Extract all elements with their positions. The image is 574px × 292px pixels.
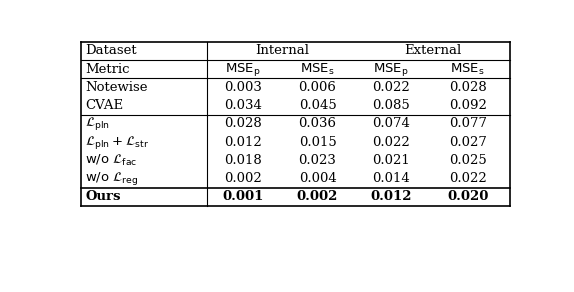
Text: 0.014: 0.014 [372,172,410,185]
Text: $\mathrm{MSE}_\mathrm{s}$: $\mathrm{MSE}_\mathrm{s}$ [300,62,335,77]
Text: 0.006: 0.006 [298,81,336,94]
Text: 0.015: 0.015 [298,135,336,149]
Text: 0.034: 0.034 [224,99,262,112]
Text: 0.074: 0.074 [372,117,410,130]
Text: 0.020: 0.020 [447,190,488,203]
Text: $\mathrm{MSE}_\mathrm{p}$: $\mathrm{MSE}_\mathrm{p}$ [225,61,261,78]
Text: Ours: Ours [85,190,121,203]
Text: 0.036: 0.036 [298,117,336,130]
Text: 0.001: 0.001 [222,190,263,203]
Text: 0.085: 0.085 [372,99,410,112]
Text: 0.004: 0.004 [298,172,336,185]
Text: 0.022: 0.022 [372,81,410,94]
Text: 0.012: 0.012 [370,190,412,203]
Text: 0.023: 0.023 [298,154,336,167]
Text: Notewise: Notewise [85,81,148,94]
Text: CVAE: CVAE [85,99,123,112]
Text: 0.028: 0.028 [449,81,487,94]
Text: 0.045: 0.045 [298,99,336,112]
Text: 0.027: 0.027 [449,135,487,149]
Text: 0.092: 0.092 [449,99,487,112]
Text: $\mathcal{L}_\mathrm{pln}$: $\mathcal{L}_\mathrm{pln}$ [85,115,110,132]
Text: External: External [405,44,462,58]
Text: w/o $\mathcal{L}_\mathrm{fac}$: w/o $\mathcal{L}_\mathrm{fac}$ [85,153,137,168]
Text: w/o $\mathcal{L}_\mathrm{reg}$: w/o $\mathcal{L}_\mathrm{reg}$ [85,170,138,187]
Text: 0.002: 0.002 [224,172,262,185]
Text: 0.022: 0.022 [372,135,410,149]
Text: Metric: Metric [85,63,130,76]
Text: $\mathcal{L}_\mathrm{pln} + \mathcal{L}_\mathrm{str}$: $\mathcal{L}_\mathrm{pln} + \mathcal{L}_… [85,133,149,151]
Text: 0.022: 0.022 [449,172,487,185]
Text: Internal: Internal [255,44,309,58]
Text: Dataset: Dataset [85,44,137,58]
Text: 0.003: 0.003 [224,81,262,94]
Text: 0.077: 0.077 [449,117,487,130]
Text: 0.028: 0.028 [224,117,262,130]
Text: 0.002: 0.002 [297,190,338,203]
Text: 0.025: 0.025 [449,154,487,167]
Text: $\mathrm{MSE}_\mathrm{s}$: $\mathrm{MSE}_\mathrm{s}$ [451,62,485,77]
Text: 0.018: 0.018 [224,154,262,167]
Text: 0.021: 0.021 [372,154,410,167]
Text: $\mathrm{MSE}_\mathrm{p}$: $\mathrm{MSE}_\mathrm{p}$ [373,61,409,78]
Text: 0.012: 0.012 [224,135,262,149]
